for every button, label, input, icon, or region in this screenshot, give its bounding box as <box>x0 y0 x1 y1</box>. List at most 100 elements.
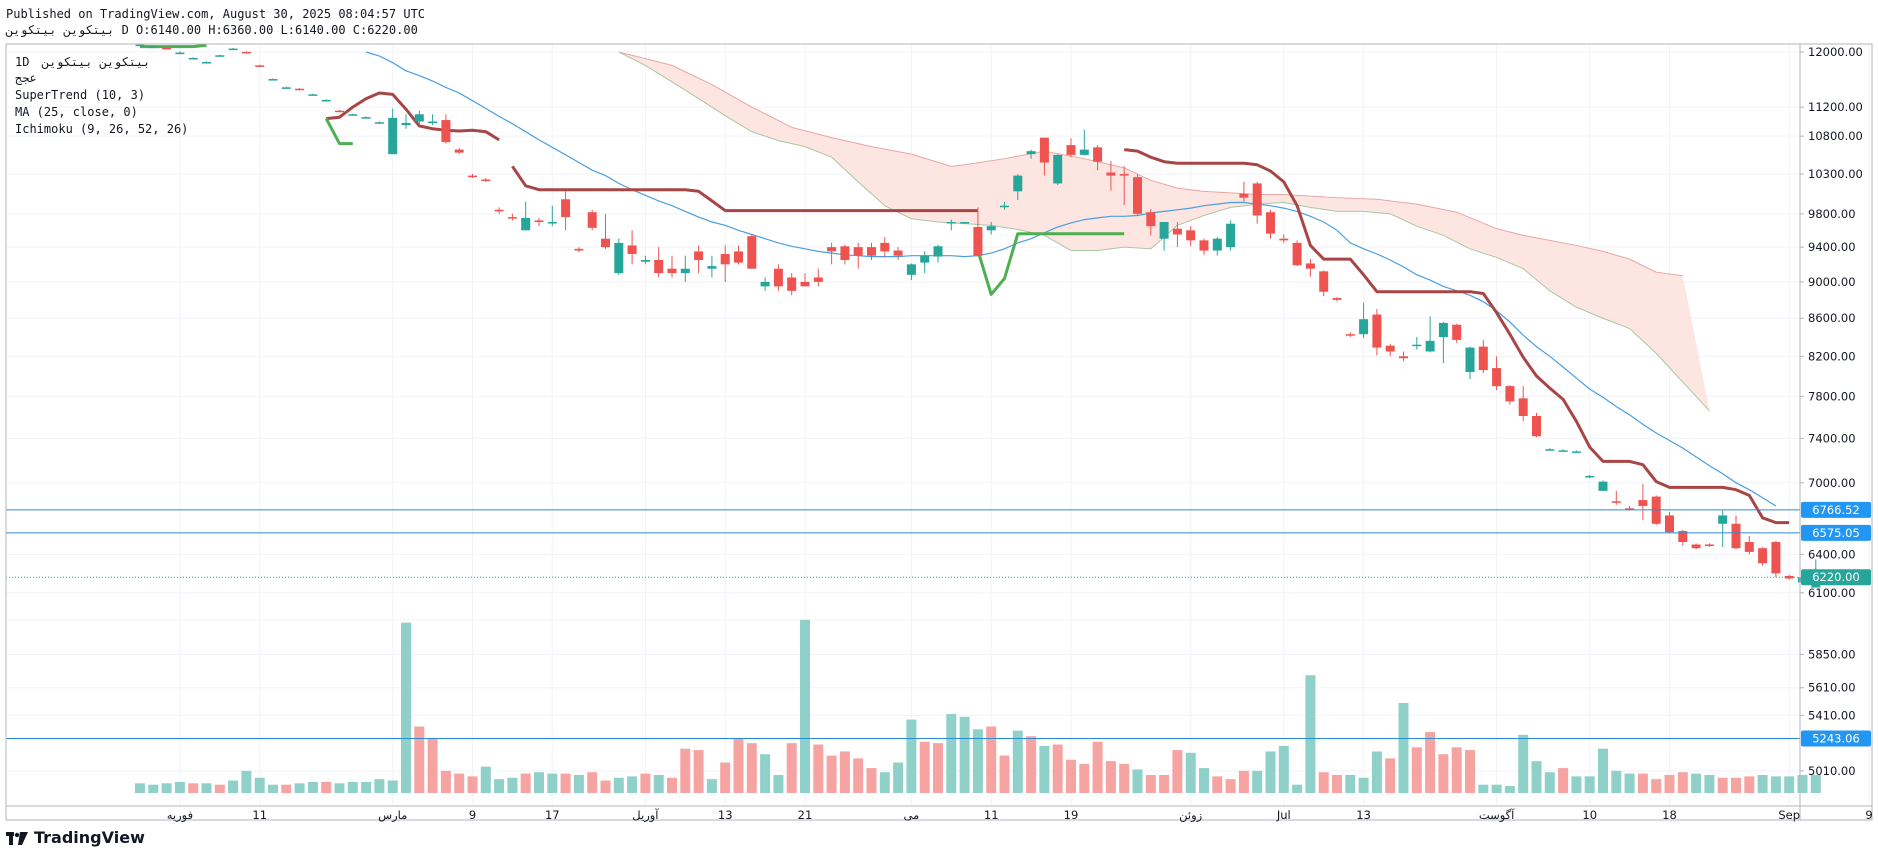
volume-bar <box>334 783 345 793</box>
volume-bar <box>401 622 411 793</box>
volume-bar <box>1624 773 1635 793</box>
price-tick-label-0: 6100.00 <box>1808 586 1856 600</box>
ma-25-line <box>365 51 1777 507</box>
candle-body <box>1026 151 1036 155</box>
price-axis[interactable]: 6100.00 6400.00 7000.00 7400.00 7800.00 8200.… <box>1800 45 1863 778</box>
time-label-15: 10 <box>1582 808 1597 822</box>
tradingview-brand[interactable]: TradingView <box>6 828 145 847</box>
volume-bar <box>1318 772 1329 793</box>
volume-bar <box>1425 732 1436 793</box>
legend-ichimoku[interactable]: Ichimoku (9, 26, 52, 26) <box>15 122 188 136</box>
volume-bar <box>307 781 318 793</box>
volume-bar <box>1797 774 1808 793</box>
volume-bar <box>893 762 904 793</box>
candle-body <box>747 236 757 269</box>
volume-bar <box>1518 734 1529 793</box>
volume-bar <box>693 750 704 793</box>
volume-bar <box>228 780 239 793</box>
volume-bar <box>1651 779 1662 793</box>
volume-bar <box>959 716 970 793</box>
volume-bar <box>1278 745 1289 793</box>
published-line: Published on TradingView.com, August 30,… <box>6 7 426 21</box>
time-label-6: 13 <box>718 808 733 822</box>
volume-bar <box>746 743 757 793</box>
time-label-11: زوئن <box>1179 808 1202 823</box>
candle-body <box>521 217 531 231</box>
price-tick-label-13: 12000.00 <box>1808 45 1863 59</box>
volume-bar <box>480 766 491 793</box>
candle-body <box>574 248 584 251</box>
volume-bar <box>653 774 664 793</box>
time-label-5: آوريل <box>632 808 659 823</box>
horizontal-lines[interactable]: 6766.52 6575.05 5243.06 6220.00 <box>6 501 1871 747</box>
candle-body <box>893 250 903 256</box>
candle-body <box>295 88 305 91</box>
candle-body <box>401 122 411 126</box>
candle-body <box>933 246 943 257</box>
time-label-12: Jul <box>1276 808 1291 822</box>
price-tick-label-2: 7000.00 <box>1808 476 1856 490</box>
candle-body <box>694 251 704 261</box>
time-label-0: فوريه <box>167 808 193 823</box>
candle-body <box>1744 542 1754 552</box>
time-label-10: 19 <box>1064 808 1079 822</box>
candle-body <box>321 99 331 102</box>
candle-body <box>1252 183 1262 216</box>
volume-bar <box>720 762 731 793</box>
candle-body <box>986 226 996 231</box>
volume-bar <box>786 743 797 793</box>
volume-bar <box>933 743 943 793</box>
volume-bar <box>1079 763 1090 793</box>
volume-bar <box>1119 763 1130 793</box>
volume-bar <box>1411 747 1422 793</box>
candle-body <box>587 212 597 228</box>
time-label-17: Sep <box>1778 808 1800 822</box>
candle-body <box>1691 544 1701 549</box>
candle-body <box>773 268 783 287</box>
cloud-span-a <box>618 51 1683 277</box>
candle-body <box>241 51 251 54</box>
candle-body <box>880 242 890 252</box>
candle-body <box>640 260 650 262</box>
time-label-3: 9 <box>469 808 476 822</box>
volume-bar <box>986 726 997 793</box>
candle-body <box>840 246 850 261</box>
candle-body <box>680 268 690 274</box>
volume-bar <box>281 784 292 793</box>
volume-bar <box>706 779 717 793</box>
candle-body <box>361 117 371 119</box>
candle-body <box>614 242 624 274</box>
legend-ma[interactable]: MA (25, close, 0) <box>15 105 138 119</box>
candle-body <box>335 110 344 113</box>
legend-supertrend[interactable]: SuperTrend (10, 3) <box>15 88 145 102</box>
time-axis[interactable]: فوريه 11 مارس 9 17 آوريل 13 21 مى 11 19 زوئن Jul 13 آگ… <box>167 808 1873 823</box>
volume-bar <box>573 774 584 793</box>
supertrend-up-1 <box>324 117 353 146</box>
candle-body <box>348 114 358 116</box>
volume-bar <box>1611 770 1622 793</box>
volume-bar <box>454 773 465 793</box>
volume-bar <box>1172 750 1183 793</box>
candle-body <box>255 65 265 67</box>
volume-bar <box>1012 730 1023 793</box>
volume-bar <box>1145 774 1156 793</box>
candle-body <box>388 117 398 155</box>
candle-body <box>414 114 424 122</box>
candle-body <box>1598 481 1608 491</box>
volume-bar <box>174 781 185 793</box>
candle-body <box>1359 319 1369 335</box>
volume-bar <box>201 783 212 793</box>
volume-bar <box>1770 776 1781 793</box>
volume-bar <box>1677 772 1688 793</box>
volume-tick-label-0: 5010.00 <box>1808 764 1856 778</box>
candle-body <box>1119 174 1129 176</box>
time-label-14: آگوست <box>1479 808 1515 823</box>
candle-body <box>1372 314 1382 348</box>
volume-bar <box>1637 773 1648 793</box>
volume-bar <box>627 776 638 793</box>
candle-body <box>1000 205 1009 208</box>
volume-bar <box>467 776 478 793</box>
volume-bar <box>866 768 877 793</box>
time-label-16: 18 <box>1662 808 1677 822</box>
